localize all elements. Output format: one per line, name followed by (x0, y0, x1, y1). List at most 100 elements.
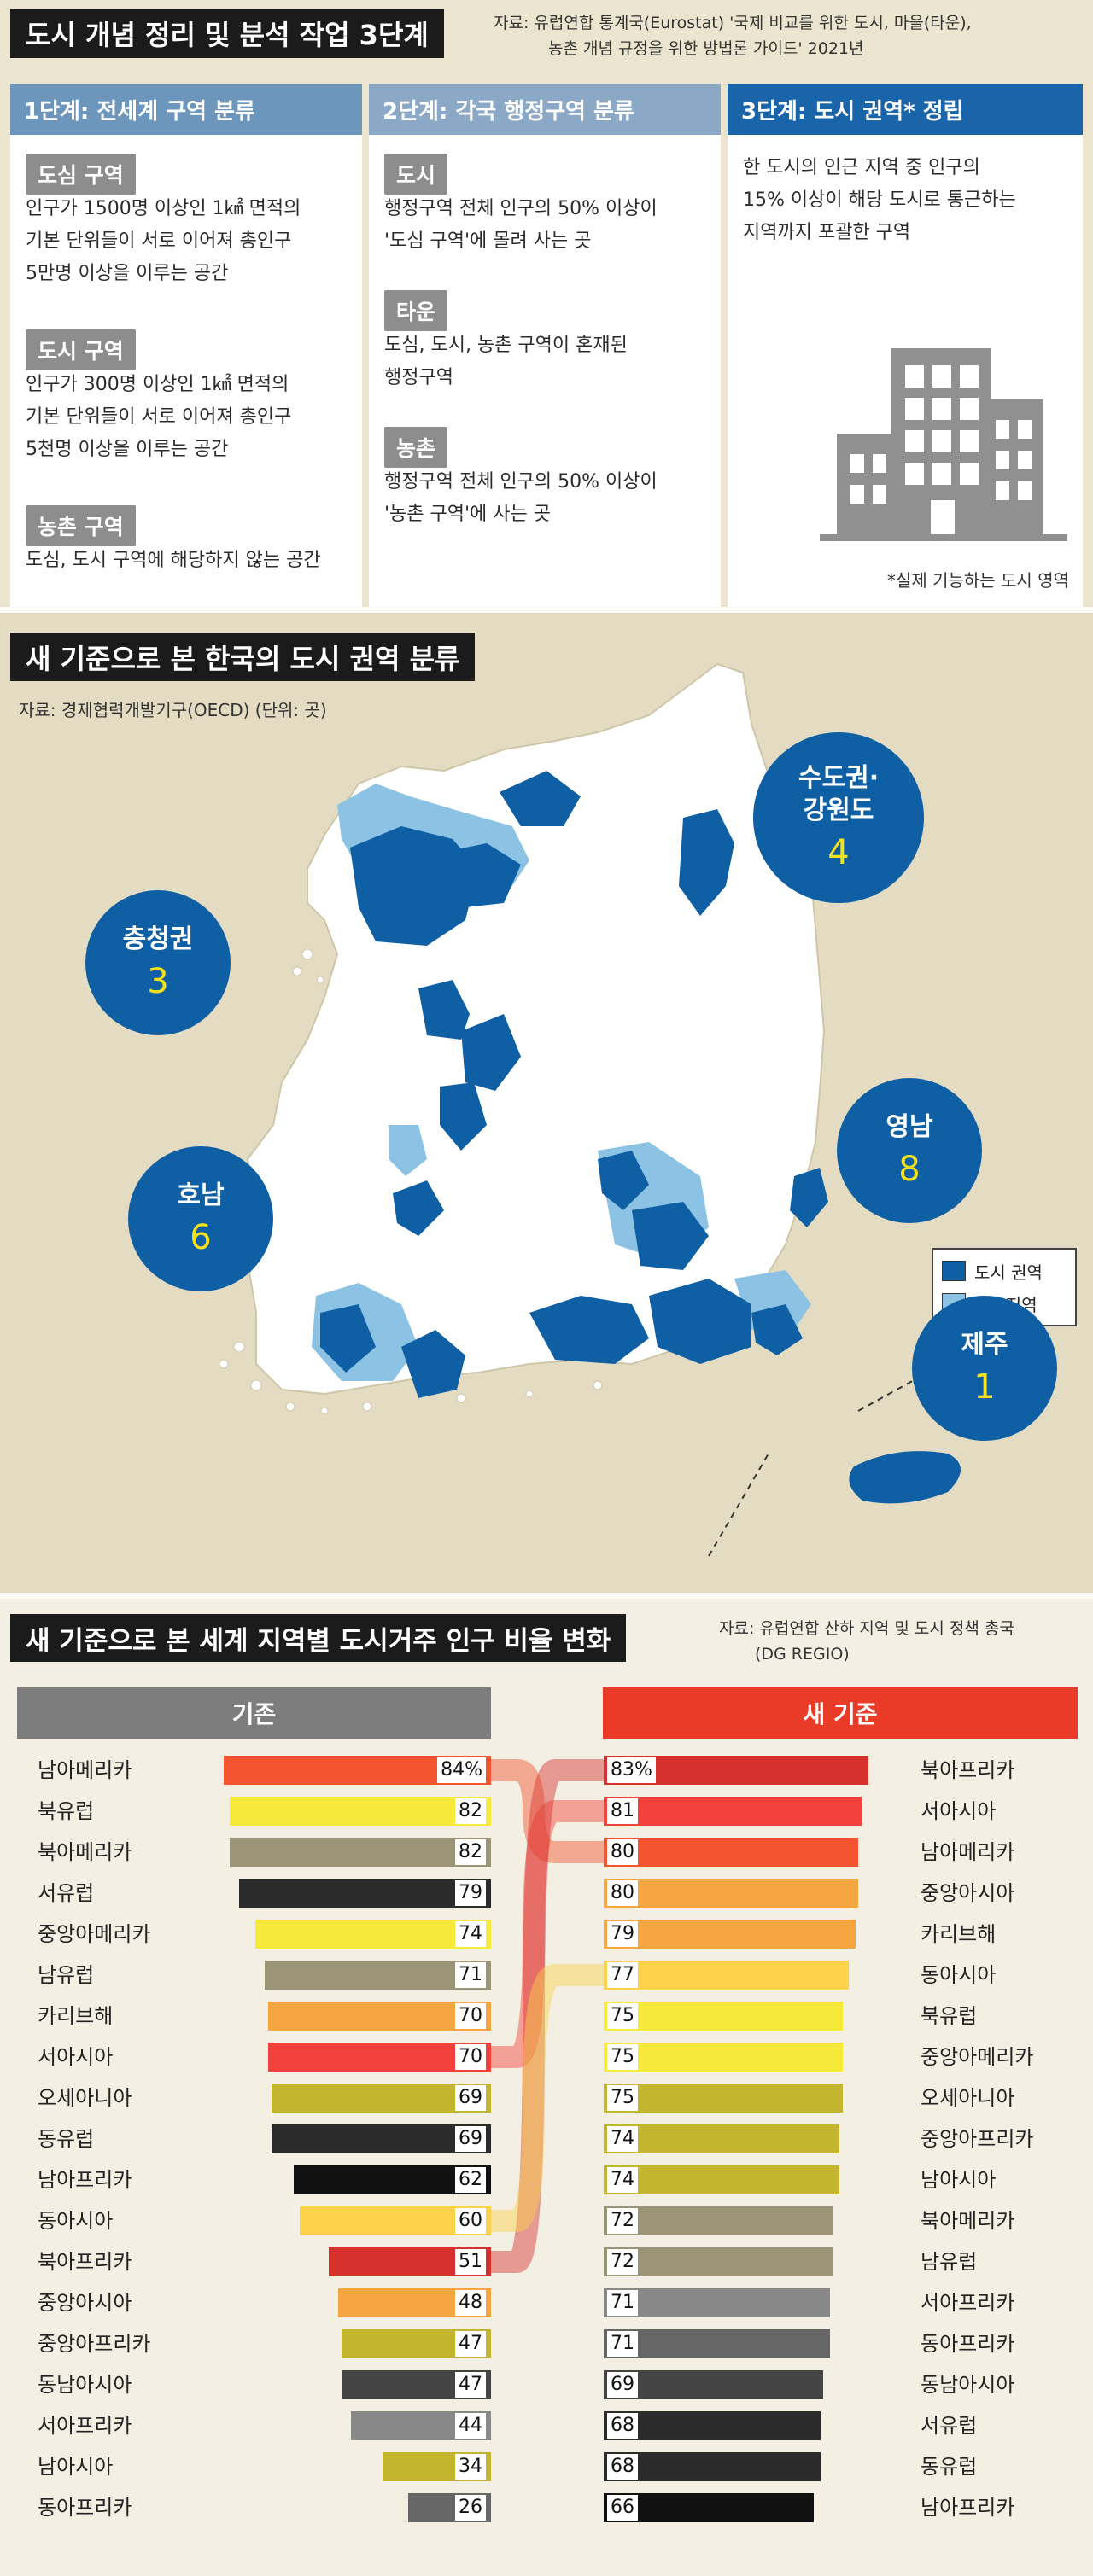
legacy-bar-label: 26 (454, 2495, 486, 2521)
new-bar-label: 69 (607, 2372, 638, 2398)
new-bar: 74 (604, 2165, 840, 2194)
pohang-urban (790, 1168, 828, 1227)
chungcheong-urban-2 (461, 1014, 521, 1091)
honam-commute-1 (389, 1125, 427, 1176)
legend-urban-swatch (942, 1261, 966, 1281)
new-bar-label: 79 (607, 1921, 638, 1947)
legacy-region-name: 남유럽 (38, 1963, 95, 1987)
legacy-bar: 79 (239, 1879, 491, 1908)
new-bar: 66 (604, 2493, 815, 2522)
legacy-region-name: 서유럽 (38, 1881, 95, 1905)
new-region-name: 남아메리카 (921, 1840, 1015, 1864)
legend-urban: 도시 권역 (942, 1255, 1067, 1287)
legacy-region-name: 남아프리카 (38, 2168, 132, 2192)
chungcheong-urban-1 (418, 980, 470, 1040)
new-bar: 83% (604, 1756, 868, 1785)
new-region-name: 중앙아프리카 (921, 2127, 1034, 2151)
legacy-region-name: 오세아니아 (38, 2086, 132, 2110)
new-region-name: 남아시아 (921, 2168, 997, 2192)
legacy-bar: 82 (230, 1838, 491, 1867)
legacy-bar: 47 (341, 2370, 491, 2399)
dashed-leader-line (708, 1453, 769, 1557)
map-source: 자료: 경제협력개발기구(OECD) (단위: 곳) (19, 700, 327, 720)
tag-downtown: 도심 구역 (26, 154, 136, 195)
legacy-bar-label: 47 (454, 2372, 486, 2398)
legacy-bar: 48 (337, 2288, 491, 2317)
new-bar-label: 72 (607, 2249, 638, 2275)
new-bar-label: 68 (607, 2413, 638, 2439)
legacy-region-name: 동아프리카 (38, 2496, 132, 2520)
legacy-bar: 44 (350, 2411, 491, 2440)
legacy-region-name: 중앙아메리카 (38, 1922, 151, 1946)
new-bar-label: 71 (607, 2290, 638, 2316)
new-bar: 71 (604, 2288, 830, 2317)
tag-city: 도시 (384, 154, 448, 195)
jeju-island (849, 1451, 961, 1504)
new-bar: 72 (604, 2206, 833, 2235)
legacy-region-name: 북아메리카 (38, 1840, 132, 1864)
town-description: 도심, 도시, 농촌 구역이 혼재된 행정구역 (384, 335, 628, 388)
new-bar-label: 77 (607, 1962, 638, 1988)
new-bar: 75 (604, 2043, 843, 2072)
legacy-region-name: 남아메리카 (38, 1758, 132, 1782)
legacy-bar: 82 (230, 1797, 491, 1826)
legacy-bar-label: 44 (454, 2413, 486, 2439)
legacy-bar-label: 48 (454, 2290, 486, 2316)
stage3-header: 3단계: 도시 권역* 정립 (728, 84, 1083, 135)
new-bar: 80 (604, 1879, 859, 1908)
tag-town: 타운 (384, 290, 448, 331)
stages-title: 도시 개념 정리 및 분석 작업 3단계 (10, 9, 444, 58)
legacy-region-name: 남아시아 (38, 2455, 114, 2479)
region-jeju: 제주 1 (912, 1296, 1057, 1441)
stage3-column: 3단계: 도시 권역* 정립 한 도시의 인근 지역 중 인구의 15% 이상이… (728, 84, 1083, 608)
legacy-bar-label: 82 (454, 1798, 486, 1824)
new-bar-label: 68 (607, 2454, 638, 2480)
new-bar: 80 (604, 1838, 859, 1867)
islands (219, 948, 603, 1415)
legacy-bar: 69 (271, 2084, 491, 2113)
metro-area-description: 한 도시의 인근 지역 중 인구의 15% 이상이 해당 도시로 통근하는 지역… (743, 157, 1016, 243)
legacy-region-name: 동유럽 (38, 2127, 95, 2151)
legacy-bar-label: 51 (454, 2249, 486, 2275)
new-bar-label: 83% (607, 1757, 656, 1783)
legacy-bar-label: 82 (454, 1839, 486, 1865)
new-region-name: 오세아니아 (921, 2086, 1015, 2110)
rank-connector (491, 1964, 604, 2232)
new-region-name: 북아메리카 (921, 2209, 1015, 2233)
legacy-bar-label: 62 (454, 2167, 486, 2193)
jeju-leader-line (857, 1378, 916, 1412)
legacy-bar: 84% (223, 1756, 491, 1785)
rank-connectors (491, 1759, 604, 2273)
rank-connector (491, 1759, 604, 2273)
new-bar-label: 80 (607, 1880, 638, 1906)
new-bar: 74 (604, 2124, 840, 2153)
legacy-bar-label: 84% (437, 1757, 486, 1783)
chuncheon-urban (500, 771, 581, 826)
legacy-bar: 47 (341, 2329, 491, 2358)
new-bar: 81 (604, 1797, 862, 1826)
legacy-bar-label: 71 (454, 1962, 486, 1988)
legacy-bar: 62 (293, 2165, 491, 2194)
gumi-urban (598, 1151, 649, 1210)
new-region-name: 중앙아시아 (921, 1881, 1015, 1905)
new-bar: 69 (604, 2370, 824, 2399)
legacy-bar: 69 (271, 2124, 491, 2153)
gangneung-urban (679, 809, 734, 916)
legacy-bar-label: 70 (454, 2003, 486, 2029)
new-bar-label: 75 (607, 2003, 638, 2029)
tag-city-zone: 도시 구역 (26, 329, 136, 370)
daegu-urban (632, 1202, 709, 1270)
rank-connector (491, 1800, 604, 2068)
city-buildings-icon (820, 348, 1067, 541)
legacy-bar-label: 47 (454, 2331, 486, 2357)
legacy-bar-label: 70 (454, 2044, 486, 2070)
stage1-header: 1단계: 전세계 구역 분류 (10, 84, 362, 135)
new-bar: 75 (604, 2002, 843, 2031)
rank-connector (491, 1759, 604, 1863)
new-bar: 77 (604, 1961, 850, 1990)
legacy-region-name: 서아시아 (38, 2045, 114, 2069)
tag-rural: 농촌 (384, 427, 448, 468)
suncheon-urban (401, 1330, 465, 1398)
legacy-bar-label: 74 (454, 1921, 486, 1947)
legacy-region-name: 중앙아시아 (38, 2291, 132, 2315)
